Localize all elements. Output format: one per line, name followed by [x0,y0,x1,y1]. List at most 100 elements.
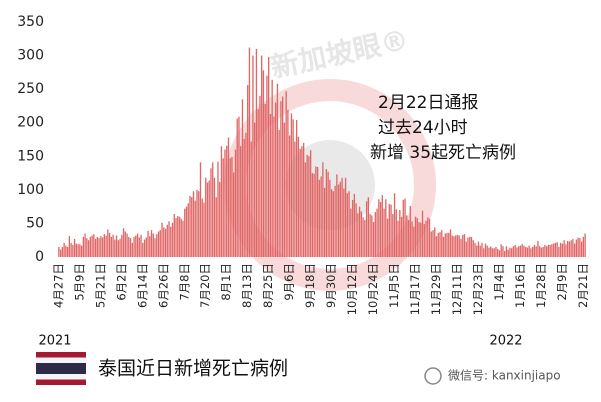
bar [100,236,102,257]
bar [411,221,413,257]
annotation: 2月22日通报 [378,93,478,113]
bar [519,245,522,257]
bar [495,246,497,257]
bar [327,171,329,257]
bar [171,222,174,257]
bar [388,203,390,257]
bar [577,237,579,257]
bar [70,242,72,257]
bar [418,222,420,257]
bar [399,210,401,257]
bar [490,246,492,257]
bar [119,238,121,257]
bar [467,237,469,257]
bar [393,193,396,257]
bar [240,146,242,257]
bar [565,244,567,257]
bar [322,162,324,257]
bar [584,233,586,257]
bar [407,220,410,257]
bar [205,177,207,257]
x-tick-label: 4月27日 [51,263,65,308]
bar [285,91,287,258]
bar [301,146,303,257]
bar [446,232,448,257]
bar [374,212,376,257]
bar [549,244,551,257]
flag-stripe [36,363,86,374]
bar [504,250,506,257]
y-tick-label: 100 [17,182,44,198]
bar [252,55,254,258]
bar [101,237,104,257]
y-tick-label: 350 [17,14,44,30]
thai-flag [36,352,86,385]
bar [105,235,107,257]
bar [425,220,427,257]
bar [470,236,473,257]
bar [353,193,356,257]
x-tick-label: 9月18日 [303,263,317,308]
annotation: 新增 35起死亡病例 [370,143,516,163]
bar [128,236,130,257]
bar [542,246,544,257]
bar [280,101,282,257]
bar [281,96,284,258]
x-tick-label: 9月30日 [324,263,338,308]
bar [547,244,550,257]
bar [222,158,224,257]
x-tick-label: 2月9日 [555,263,569,301]
bar [177,216,179,257]
bar [409,205,411,257]
x-tick-label: 10月12日 [345,263,359,315]
bar [290,113,293,257]
bar [551,244,553,257]
x-tick-label: 12月23日 [471,263,485,315]
bar [238,116,240,258]
bar [68,236,71,257]
bar [161,222,163,257]
bar [514,244,516,257]
bar [294,141,296,257]
bar [135,235,137,257]
bar [80,245,83,257]
bar [264,103,266,258]
x-tick-label: 6月2日 [114,263,128,301]
bar [472,240,474,257]
bar [341,177,343,257]
bar [507,249,509,257]
bar [339,181,342,257]
bar [552,243,555,257]
bar [72,244,74,257]
bar [460,238,462,257]
bar [157,231,160,257]
bar [404,198,406,257]
bar [318,179,321,257]
bar [441,230,443,257]
plot-area: 0 50 100 150 200 250 300 350 4月27日 5月9日 5月21日 6月2日 6… [17,14,590,315]
bar [427,217,429,257]
bar [365,201,368,257]
bar [287,109,289,257]
bar [276,83,279,258]
bar [561,243,564,257]
bar [428,218,431,257]
bar [306,154,308,257]
bar [580,241,583,257]
bar [79,244,81,257]
bar [308,156,310,257]
bar [364,220,366,257]
bar [233,172,235,257]
x-tick-label: 5月21日 [93,263,107,308]
bar [430,231,432,257]
bar [521,244,523,257]
bar [166,224,168,257]
x-tick-label: 11月29日 [429,263,443,315]
bar [254,122,256,257]
bar [313,173,315,257]
wechat-id: 微信号: kanxinjiapo [448,369,561,383]
bar [420,222,422,257]
bar [329,179,331,257]
bar [103,234,105,257]
bar [268,56,270,257]
